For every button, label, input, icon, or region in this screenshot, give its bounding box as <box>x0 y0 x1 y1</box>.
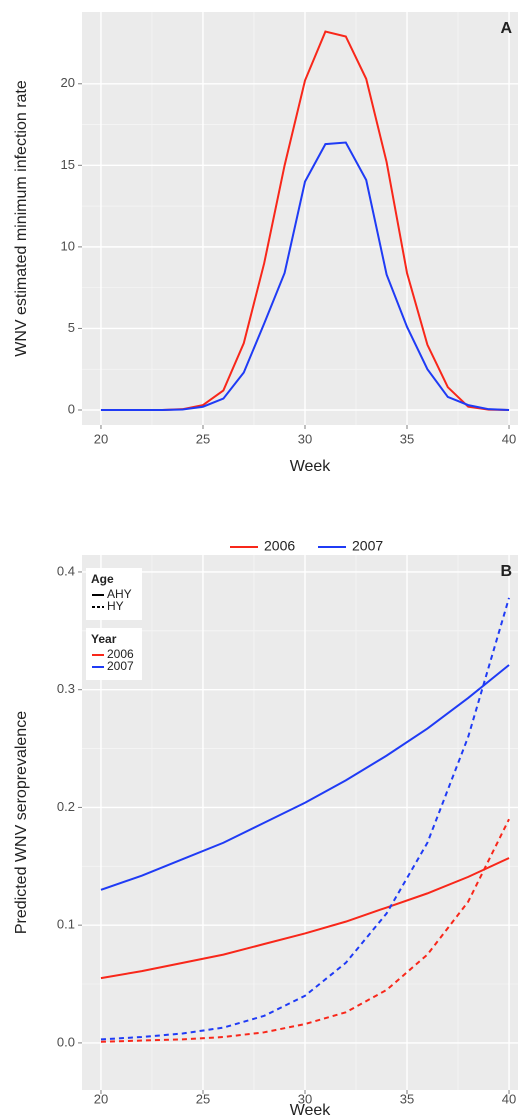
y-axis-title: Predicted WNV seroprevalence <box>13 711 30 934</box>
panel-label: A <box>500 20 512 37</box>
y-tick-label: 0.1 <box>57 917 75 932</box>
x-tick-label: 20 <box>94 431 108 446</box>
x-tick-label: 20 <box>94 1091 108 1106</box>
x-tick-label: 30 <box>298 1091 312 1106</box>
legend-label: 2006 <box>107 647 134 661</box>
panel-label: B <box>500 563 512 580</box>
x-axis-title: Week <box>290 458 332 475</box>
x-tick-label: 25 <box>196 431 210 446</box>
data-line <box>100 818 510 1043</box>
plot-background <box>82 12 518 425</box>
x-tick-label: 30 <box>298 431 312 446</box>
legend-label: 2007 <box>352 538 383 554</box>
data-line <box>100 597 510 1041</box>
y-tick-label: 5 <box>68 320 75 335</box>
x-tick-label: 25 <box>196 1091 210 1106</box>
legend-title: Age <box>91 572 114 586</box>
x-axis-title: Week <box>290 1102 332 1118</box>
y-tick-label: 0.2 <box>57 799 75 814</box>
legend-label: AHY <box>107 587 132 601</box>
y-tick-label: 20 <box>61 75 75 90</box>
legend-label: HY <box>107 599 124 613</box>
data-line <box>100 141 510 411</box>
y-tick-label: 15 <box>61 157 75 172</box>
y-tick-label: 0.3 <box>57 681 75 696</box>
legend-label: 2006 <box>264 538 295 554</box>
legend-label: 2007 <box>107 659 134 673</box>
plot-background <box>82 555 518 1090</box>
y-tick-label: 0.4 <box>57 563 75 578</box>
data-line <box>100 664 510 891</box>
y-tick-label: 0 <box>68 401 75 416</box>
y-tick-label: 0.0 <box>57 1034 75 1049</box>
data-line <box>100 857 510 980</box>
x-tick-label: 40 <box>502 1091 516 1106</box>
y-tick-label: 10 <box>61 238 75 253</box>
y-axis-title: WNV estimated minimum infection rate <box>13 80 30 357</box>
x-tick-label: 40 <box>502 431 516 446</box>
legend-title: Year <box>91 632 117 646</box>
x-tick-label: 35 <box>400 431 414 446</box>
x-tick-label: 35 <box>400 1091 414 1106</box>
